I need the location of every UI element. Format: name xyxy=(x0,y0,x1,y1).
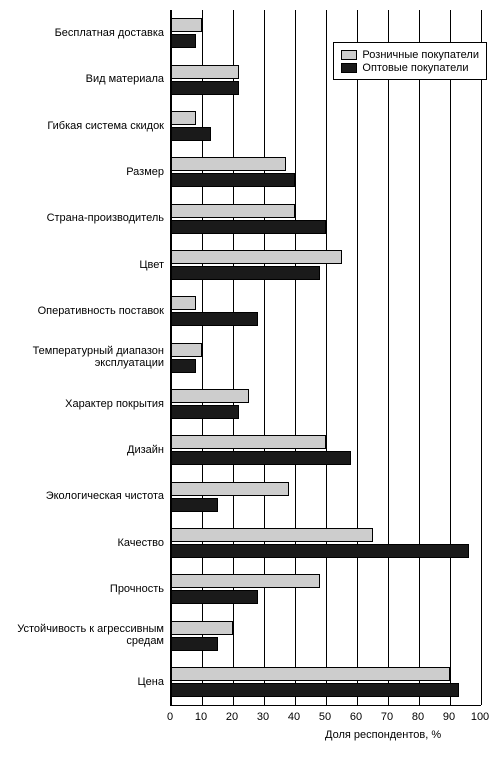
category-label: Качество xyxy=(0,520,168,566)
bar-wholesale xyxy=(171,173,295,187)
category-label: Гибкая система скидок xyxy=(0,103,168,149)
bar-wholesale xyxy=(171,498,218,512)
category-label: Устойчивость к агрессивным средам xyxy=(0,612,168,658)
x-tick-label: 30 xyxy=(257,711,269,723)
bar-retail xyxy=(171,389,249,403)
gridline xyxy=(419,10,420,705)
category-label: Экологическая чистота xyxy=(0,473,168,519)
x-tick-label: 60 xyxy=(350,711,362,723)
bar-wholesale xyxy=(171,34,196,48)
legend-label-wholesale: Оптовые покупатели xyxy=(362,62,468,74)
gridline xyxy=(357,10,358,705)
bar-retail xyxy=(171,250,342,264)
bar-retail xyxy=(171,157,286,171)
category-label: Прочность xyxy=(0,566,168,612)
bar-wholesale xyxy=(171,81,239,95)
legend-box: Розничные покупатели Оптовые покупатели xyxy=(333,42,487,80)
category-label: Температурный диапазон эксплуатации xyxy=(0,334,168,380)
gridline xyxy=(388,10,389,705)
legend-item-retail: Розничные покупатели xyxy=(341,49,479,61)
bar-wholesale xyxy=(171,266,320,280)
category-label: Размер xyxy=(0,149,168,195)
bar-retail xyxy=(171,204,295,218)
bar-wholesale xyxy=(171,359,196,373)
category-label: Характер покрытия xyxy=(0,381,168,427)
bar-wholesale xyxy=(171,312,258,326)
bar-wholesale xyxy=(171,451,351,465)
bar-retail xyxy=(171,574,320,588)
x-tick-label: 0 xyxy=(167,711,173,723)
x-tick-label: 10 xyxy=(195,711,207,723)
legend-swatch-wholesale xyxy=(341,63,357,73)
bar-wholesale xyxy=(171,683,459,697)
legend-swatch-retail xyxy=(341,50,357,60)
gridline xyxy=(450,10,451,705)
bar-retail xyxy=(171,667,450,681)
category-label: Оперативность поставок xyxy=(0,288,168,334)
bar-retail xyxy=(171,482,289,496)
bar-wholesale xyxy=(171,544,469,558)
bar-wholesale xyxy=(171,590,258,604)
bar-retail xyxy=(171,18,202,32)
x-tick-label: 100 xyxy=(471,711,489,723)
bar-retail xyxy=(171,528,373,542)
category-label: Бесплатная доставка xyxy=(0,10,168,56)
respondent-share-chart: Розничные покупатели Оптовые покупатели … xyxy=(0,0,501,763)
gridline xyxy=(264,10,265,705)
x-tick-label: 70 xyxy=(381,711,393,723)
bar-wholesale xyxy=(171,405,239,419)
x-tick-label: 40 xyxy=(288,711,300,723)
bar-wholesale xyxy=(171,637,218,651)
bar-retail xyxy=(171,621,233,635)
gridline xyxy=(295,10,296,705)
bar-wholesale xyxy=(171,127,211,141)
x-tick-label: 80 xyxy=(412,711,424,723)
bar-wholesale xyxy=(171,220,326,234)
bar-retail xyxy=(171,296,196,310)
bar-retail xyxy=(171,65,239,79)
plot-area xyxy=(170,10,481,706)
legend-item-wholesale: Оптовые покупатели xyxy=(341,62,479,74)
legend-label-retail: Розничные покупатели xyxy=(362,49,479,61)
category-label: Дизайн xyxy=(0,427,168,473)
bar-retail xyxy=(171,343,202,357)
gridline xyxy=(481,10,482,705)
x-tick-label: 90 xyxy=(443,711,455,723)
category-label: Вид материала xyxy=(0,56,168,102)
bar-retail xyxy=(171,111,196,125)
x-tick-label: 20 xyxy=(226,711,238,723)
gridline xyxy=(326,10,327,705)
category-label: Цвет xyxy=(0,242,168,288)
x-axis-title: Доля респондентов, % xyxy=(325,729,441,741)
bar-retail xyxy=(171,435,326,449)
category-label: Страна-производитель xyxy=(0,195,168,241)
category-label: Цена xyxy=(0,659,168,705)
x-tick-label: 50 xyxy=(319,711,331,723)
